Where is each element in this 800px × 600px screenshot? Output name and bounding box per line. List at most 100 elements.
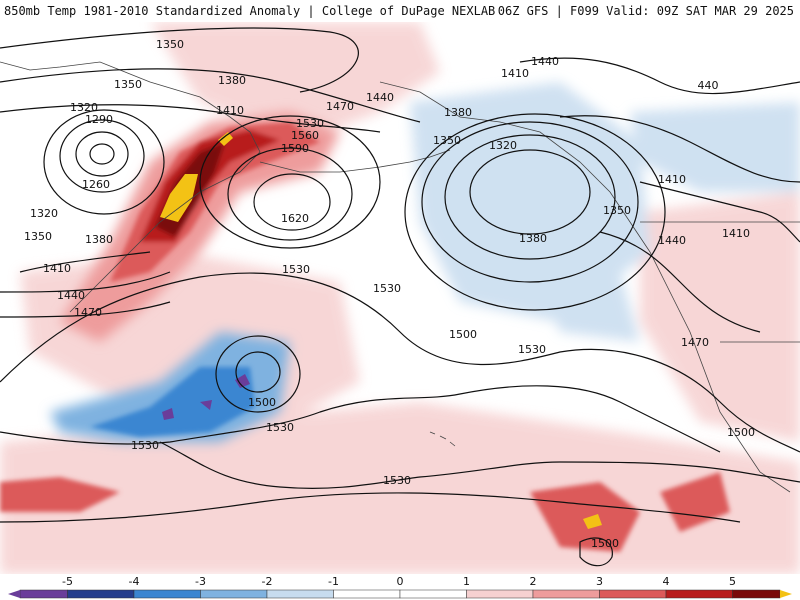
contour-label: 1530 <box>518 343 546 356</box>
contour-flow-11 <box>519 57 800 95</box>
contour-label: 1350 <box>603 204 631 217</box>
contour-high-3 <box>199 115 381 249</box>
anomaly-min-core-3 <box>200 400 212 410</box>
contour-label: 1440 <box>531 55 559 68</box>
colorbar-min-arrow <box>8 590 20 598</box>
contour-label: 1410 <box>658 173 686 186</box>
contour-label: 1350 <box>433 134 461 147</box>
contour-label: 1440 <box>366 91 394 104</box>
colorbar-tick-label: 5 <box>729 575 736 588</box>
contour-gulf-low-1 <box>469 149 591 235</box>
colorbar-tick-label: -4 <box>129 575 140 588</box>
anomaly-max-core-2 <box>218 132 233 146</box>
contour-label: 440 <box>698 79 719 92</box>
contour-flow-12 <box>559 115 800 183</box>
contour-label: 1380 <box>85 233 113 246</box>
contour-label: 1530 <box>131 439 159 452</box>
contour-label: 1350 <box>114 78 142 91</box>
coastline-north-america-west <box>649 251 791 493</box>
contour-label: 1380 <box>218 74 246 87</box>
anomaly-max-core-3 <box>583 514 602 529</box>
contour-low-west-4 <box>43 109 165 215</box>
anomaly-min-core-2 <box>162 408 174 420</box>
contour-label: 1470 <box>326 100 354 113</box>
colorbar-swatch <box>665 589 733 599</box>
anomaly-cold-center-3 <box>90 367 255 437</box>
coastline-aleutians <box>259 149 451 173</box>
contour-flow-3 <box>0 104 381 133</box>
colorbar-swatch <box>333 589 401 599</box>
coastline-asia <box>0 61 261 313</box>
contour-flow-8 <box>0 385 721 453</box>
anomaly-light-warm-east <box>640 192 800 442</box>
contour-flow-1 <box>0 27 359 93</box>
contour-gulf-low-3 <box>421 121 639 283</box>
contour-flow-15 <box>579 537 613 567</box>
colorbar-swatch <box>399 589 467 599</box>
coastline-alaska <box>379 81 651 253</box>
contour-cutoff-low-2 <box>215 335 301 413</box>
colorbar-tick-label: -3 <box>195 575 206 588</box>
contour-high-2 <box>227 147 353 241</box>
contour-gulf-low-4 <box>404 113 666 311</box>
colorbar-swatch <box>732 589 781 599</box>
contour-flow-13 <box>639 181 800 243</box>
colorbar-tick-label: -1 <box>328 575 339 588</box>
colorbar-swatch <box>266 589 334 599</box>
colorbar-swatch <box>599 589 667 599</box>
colorbar-tick-label: -5 <box>62 575 73 588</box>
height-contours <box>0 27 800 567</box>
contour-label: 1380 <box>444 106 472 119</box>
colorbar-swatch <box>532 589 600 599</box>
contour-label: 1500 <box>248 396 276 409</box>
contour-flow-10 <box>0 492 741 523</box>
contour-flow-14 <box>599 231 761 333</box>
run-valid-time: 06Z GFS | F099 Valid: 09Z SAT MAR 29 202… <box>497 4 794 18</box>
contour-label: 1380 <box>519 232 547 245</box>
contour-label: 1590 <box>281 142 309 155</box>
contour-label: 1530 <box>296 117 324 130</box>
colorbar-swatch <box>466 589 534 599</box>
contour-flow-2 <box>0 68 421 123</box>
contour-low-west-2 <box>75 131 129 177</box>
anomaly-colorbar: -5 -4 -3 -2 -1 0 1 2 3 4 5 <box>8 575 792 599</box>
contour-label: 1500 <box>591 537 619 550</box>
colorbar-swatch <box>67 589 135 599</box>
contour-label: 1350 <box>156 38 184 51</box>
anomaly-warm-se-3 <box>660 472 730 532</box>
anomaly-min-core-1 <box>235 374 250 388</box>
contour-label: 1410 <box>216 104 244 117</box>
coastlines <box>0 61 800 493</box>
contour-label: 1260 <box>82 178 110 191</box>
colorbar-swatch <box>19 589 68 599</box>
contour-flow-9 <box>159 441 800 489</box>
contour-label: 1320 <box>489 139 517 152</box>
contour-label: 1440 <box>57 289 85 302</box>
contour-label: 1500 <box>449 328 477 341</box>
contour-cutoff-low-1 <box>235 351 281 393</box>
anomaly-max-core-1 <box>160 174 198 222</box>
contour-label: 1410 <box>722 227 750 240</box>
anomaly-warm-sw-3 <box>0 477 120 512</box>
contour-label: 1320 <box>70 101 98 114</box>
contour-label: 1320 <box>30 207 58 220</box>
contour-label: 1410 <box>43 262 71 275</box>
anomaly-warm-south-3 <box>530 482 640 552</box>
anomaly-shading <box>0 22 800 574</box>
contour-gulf-low-2 <box>444 134 616 260</box>
contour-label: 1290 <box>85 113 113 126</box>
colorbar-swatches <box>8 589 792 599</box>
contour-label: 1350 <box>24 230 52 243</box>
contour-label: 1620 <box>281 212 309 225</box>
contour-label: 1530 <box>266 421 294 434</box>
colorbar-tick-label: 2 <box>530 575 537 588</box>
colorbar-tick-label: 0 <box>397 575 404 588</box>
contour-label: 1560 <box>291 129 319 142</box>
colorbar-swatch <box>200 589 268 599</box>
anomaly-light-cold-ne <box>630 102 800 192</box>
hawaii-islands <box>429 431 456 447</box>
anomaly-light-warm-north <box>150 22 440 142</box>
colorbar-tick-label: 4 <box>663 575 670 588</box>
contour-flow-5 <box>0 271 171 293</box>
